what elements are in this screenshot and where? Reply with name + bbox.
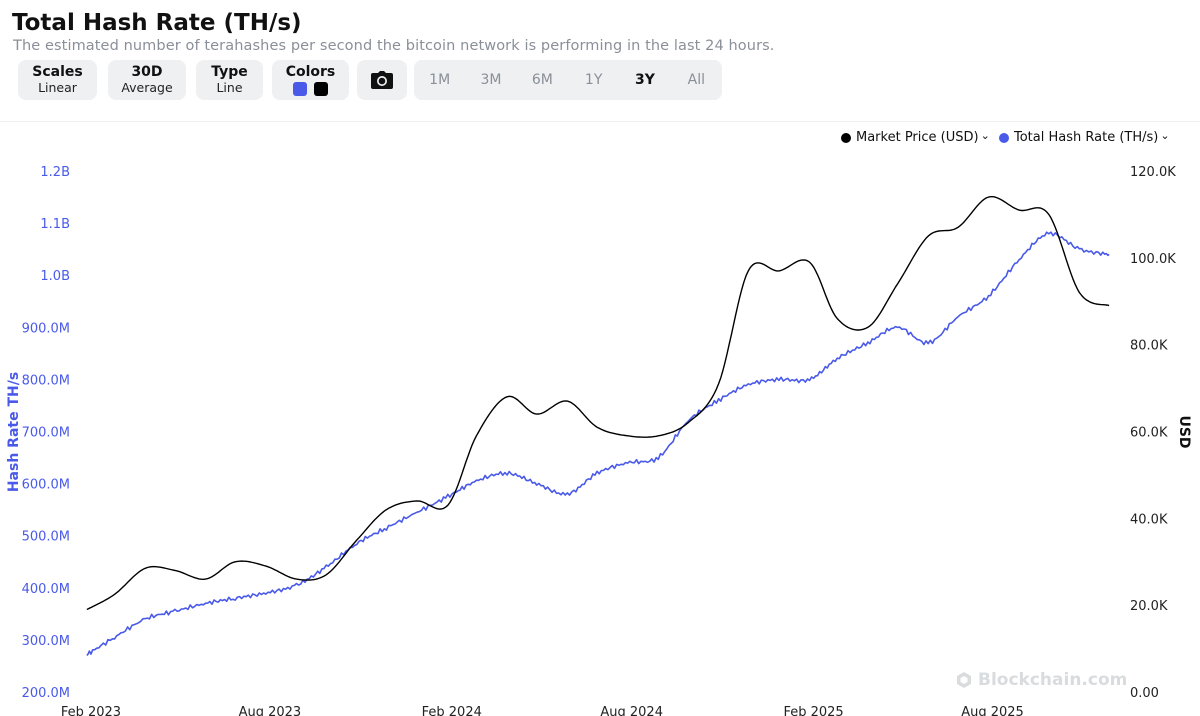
legend-price-label: Market Price (USD) bbox=[856, 130, 979, 145]
average-label: 30D bbox=[131, 64, 163, 80]
type-value: Line bbox=[216, 80, 243, 95]
page-subtitle: The estimated number of terahashes per s… bbox=[13, 38, 775, 54]
header-divider bbox=[0, 121, 1200, 122]
market-price-line bbox=[86, 196, 1110, 611]
range-1m[interactable]: 1M bbox=[429, 72, 451, 88]
left-axis-tick: 400.0M bbox=[22, 582, 70, 597]
left-axis-label: Hash Rate TH/s bbox=[6, 372, 22, 492]
right-axis-tick: 120.0K bbox=[1130, 165, 1176, 180]
price-color-swatch[interactable] bbox=[314, 82, 328, 96]
screenshot-button[interactable] bbox=[357, 60, 407, 100]
chevron-down-icon: ⌄ bbox=[980, 129, 990, 142]
x-axis-tick: Feb 2025 bbox=[783, 705, 843, 716]
range-3y[interactable]: 3Y bbox=[635, 72, 655, 88]
watermark-text: Blockchain.com bbox=[978, 670, 1128, 690]
legend-hash-label: Total Hash Rate (TH/s) bbox=[1014, 130, 1159, 145]
right-axis-label: USD bbox=[1176, 415, 1192, 448]
hash-rate-line bbox=[86, 231, 1110, 656]
time-range-selector: 1M 3M 6M 1Y 3Y All bbox=[414, 60, 722, 100]
left-axis-tick: 1.2B bbox=[40, 165, 70, 180]
range-1y[interactable]: 1Y bbox=[584, 72, 603, 88]
right-axis-tick: 20.0K bbox=[1130, 599, 1168, 614]
chevron-down-icon: ⌄ bbox=[1160, 129, 1170, 142]
blockchain-logo-icon bbox=[957, 672, 971, 688]
x-axis-tick: Aug 2025 bbox=[961, 705, 1024, 716]
hash-legend-dot bbox=[999, 132, 1009, 143]
right-axis-tick: 60.0K bbox=[1130, 426, 1168, 441]
type-label: Type bbox=[211, 64, 248, 80]
colors-label: Colors bbox=[285, 64, 336, 80]
x-axis-tick: Feb 2023 bbox=[61, 705, 121, 716]
legend-item-price[interactable]: Market Price (USD) ⌄ bbox=[841, 129, 990, 145]
range-3m[interactable]: 3M bbox=[480, 72, 502, 88]
right-axis-tick: 0.00 bbox=[1130, 686, 1159, 701]
right-axis-tick: 100.0K bbox=[1130, 252, 1176, 267]
page-title: Total Hash Rate (TH/s) bbox=[12, 10, 302, 36]
watermark-logo: Blockchain.com bbox=[955, 670, 1127, 690]
legend-item-hash[interactable]: Total Hash Rate (TH/s) ⌄ bbox=[999, 129, 1170, 145]
scales-value: Linear bbox=[38, 80, 77, 95]
hash-color-swatch[interactable] bbox=[293, 82, 307, 96]
left-axis-tick: 900.0M bbox=[22, 321, 70, 336]
left-axis-tick: 700.0M bbox=[22, 426, 70, 441]
left-axis-tick: 600.0M bbox=[22, 478, 70, 493]
x-axis-tick: Feb 2024 bbox=[422, 705, 482, 716]
left-axis-tick: 300.0M bbox=[22, 634, 70, 649]
price-legend-dot bbox=[841, 132, 851, 143]
x-axis-tick: Aug 2023 bbox=[239, 705, 302, 716]
left-axis-tick: 1.1B bbox=[40, 217, 70, 232]
average-button[interactable]: 30D Average bbox=[108, 60, 186, 100]
right-axis-tick: 40.0K bbox=[1130, 512, 1168, 527]
range-all[interactable]: All bbox=[687, 72, 705, 88]
colors-button[interactable]: Colors bbox=[272, 60, 349, 100]
left-axis-tick: 200.0M bbox=[22, 686, 70, 701]
average-value: Average bbox=[121, 80, 173, 95]
left-axis-tick: 800.0M bbox=[22, 373, 70, 388]
left-axis-tick: 500.0M bbox=[22, 530, 70, 545]
left-axis-tick: 1.0B bbox=[40, 269, 70, 284]
x-axis-tick: Aug 2024 bbox=[600, 705, 663, 716]
scales-button[interactable]: Scales Linear bbox=[18, 60, 97, 100]
camera-icon bbox=[371, 71, 393, 89]
type-button[interactable]: Type Line bbox=[196, 60, 263, 100]
range-6m[interactable]: 6M bbox=[531, 72, 553, 88]
scales-label: Scales bbox=[32, 64, 83, 80]
right-axis-tick: 80.0K bbox=[1130, 339, 1168, 354]
